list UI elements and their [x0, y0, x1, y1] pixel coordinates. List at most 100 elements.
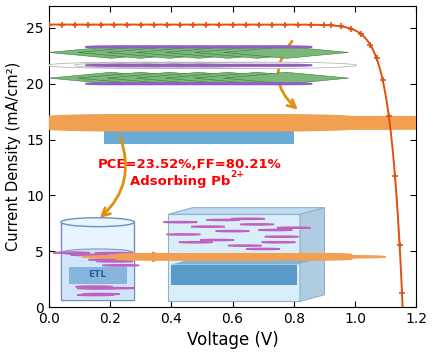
- Circle shape: [184, 254, 239, 256]
- Circle shape: [261, 125, 395, 130]
- Circle shape: [62, 114, 197, 119]
- Circle shape: [200, 239, 234, 241]
- Circle shape: [274, 256, 329, 258]
- Circle shape: [102, 265, 139, 266]
- Polygon shape: [78, 47, 203, 58]
- Polygon shape: [300, 208, 324, 301]
- Circle shape: [20, 117, 358, 129]
- Polygon shape: [49, 72, 174, 84]
- Circle shape: [259, 258, 314, 260]
- Circle shape: [61, 116, 197, 121]
- Circle shape: [0, 120, 68, 125]
- Circle shape: [211, 120, 346, 125]
- Circle shape: [240, 224, 274, 225]
- Circle shape: [187, 83, 236, 84]
- Circle shape: [310, 120, 433, 125]
- Polygon shape: [194, 72, 320, 84]
- Circle shape: [246, 248, 280, 250]
- Circle shape: [204, 254, 339, 259]
- Circle shape: [278, 258, 333, 260]
- Circle shape: [0, 116, 117, 121]
- Circle shape: [0, 125, 117, 130]
- Circle shape: [331, 256, 386, 258]
- Circle shape: [265, 236, 298, 237]
- Polygon shape: [223, 47, 349, 58]
- FancyBboxPatch shape: [62, 252, 133, 299]
- Circle shape: [312, 256, 367, 258]
- FancyBboxPatch shape: [171, 264, 297, 285]
- Polygon shape: [136, 47, 262, 58]
- Circle shape: [122, 114, 256, 119]
- Circle shape: [99, 117, 433, 129]
- Circle shape: [167, 254, 301, 259]
- Text: PCE=23.52%,FF=80.21%: PCE=23.52%,FF=80.21%: [98, 158, 281, 171]
- Circle shape: [97, 288, 134, 289]
- Circle shape: [221, 125, 356, 130]
- Circle shape: [32, 120, 167, 125]
- Circle shape: [187, 64, 236, 66]
- Circle shape: [135, 254, 190, 256]
- Circle shape: [297, 258, 352, 260]
- Circle shape: [82, 126, 217, 131]
- Circle shape: [81, 125, 216, 130]
- Circle shape: [228, 245, 262, 246]
- Circle shape: [297, 254, 352, 256]
- Circle shape: [0, 116, 97, 121]
- Circle shape: [202, 254, 258, 256]
- Circle shape: [259, 254, 314, 256]
- Circle shape: [238, 83, 287, 84]
- Circle shape: [22, 125, 157, 130]
- Circle shape: [80, 117, 417, 129]
- Circle shape: [0, 125, 97, 130]
- Polygon shape: [168, 208, 324, 214]
- Circle shape: [339, 125, 433, 130]
- Circle shape: [85, 64, 134, 66]
- Circle shape: [62, 126, 197, 131]
- Circle shape: [290, 120, 425, 125]
- Circle shape: [185, 62, 357, 69]
- Circle shape: [210, 254, 266, 256]
- Circle shape: [119, 117, 433, 129]
- Circle shape: [173, 254, 228, 256]
- Circle shape: [181, 126, 316, 131]
- Circle shape: [293, 256, 348, 258]
- Y-axis label: Current Density (mA/cm²): Current Density (mA/cm²): [6, 62, 20, 251]
- Circle shape: [212, 46, 262, 48]
- Circle shape: [154, 254, 209, 256]
- Circle shape: [330, 120, 433, 125]
- Circle shape: [116, 254, 171, 256]
- Circle shape: [255, 256, 310, 258]
- Circle shape: [231, 218, 265, 219]
- Circle shape: [82, 256, 138, 258]
- Polygon shape: [78, 72, 203, 84]
- Circle shape: [162, 64, 210, 66]
- Circle shape: [130, 62, 301, 69]
- FancyBboxPatch shape: [168, 214, 300, 301]
- Text: 2+: 2+: [230, 170, 244, 179]
- Polygon shape: [136, 72, 262, 84]
- Circle shape: [0, 120, 88, 125]
- Circle shape: [263, 46, 312, 48]
- Circle shape: [40, 117, 377, 129]
- Circle shape: [42, 116, 177, 121]
- Circle shape: [202, 258, 258, 260]
- Circle shape: [154, 258, 209, 260]
- Circle shape: [369, 120, 433, 125]
- Circle shape: [185, 254, 320, 259]
- Circle shape: [220, 126, 355, 131]
- Circle shape: [136, 83, 185, 84]
- Circle shape: [240, 254, 295, 256]
- Circle shape: [278, 254, 333, 256]
- Circle shape: [102, 114, 236, 119]
- Circle shape: [102, 126, 236, 131]
- Circle shape: [229, 258, 284, 260]
- Polygon shape: [171, 258, 321, 264]
- Circle shape: [61, 125, 197, 130]
- Circle shape: [270, 120, 405, 125]
- Circle shape: [81, 116, 216, 121]
- Circle shape: [76, 286, 113, 287]
- Circle shape: [85, 46, 134, 48]
- Circle shape: [83, 294, 120, 295]
- Circle shape: [141, 114, 276, 119]
- Circle shape: [0, 125, 58, 130]
